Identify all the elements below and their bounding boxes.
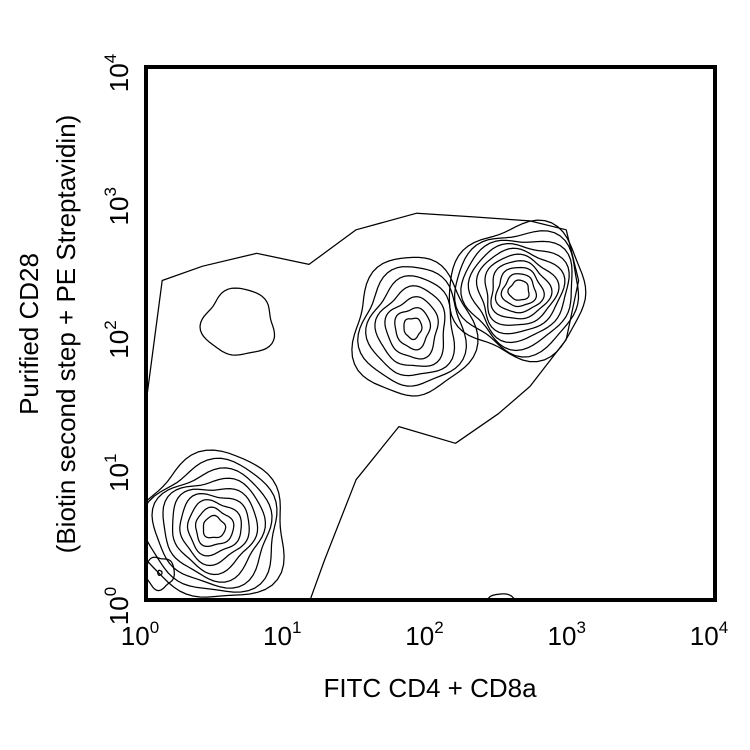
x-axis-ticks: 100 101 102 103 104 <box>121 618 728 651</box>
x-tick-label: 104 <box>690 618 728 651</box>
contour-line <box>494 266 545 314</box>
contour-line <box>484 253 560 326</box>
contour-line <box>351 256 479 397</box>
contour-line <box>199 287 276 356</box>
contour-line <box>487 593 517 600</box>
contour-line <box>394 307 432 351</box>
y-tick-label: 102 <box>101 320 134 358</box>
y-axis-ticks: 100 101 102 103 104 <box>101 54 134 625</box>
contour-line <box>448 219 587 363</box>
contour-line <box>475 247 566 335</box>
contour-line <box>146 212 580 600</box>
x-tick-label: 103 <box>548 618 586 651</box>
contour-lines <box>146 212 587 600</box>
plot-frame <box>144 65 717 602</box>
x-axis-title: FITC CD4 + CD8a <box>323 673 537 703</box>
contour-line <box>171 487 259 576</box>
contour-line <box>467 242 570 344</box>
contour-line <box>146 556 175 592</box>
y-axis-title-line2: (Biotin second step + PE Streptavidin) <box>51 115 81 554</box>
y-tick-label: 100 <box>101 587 134 625</box>
contour-line <box>202 514 227 539</box>
contour-line <box>365 275 456 377</box>
x-tick-label: 102 <box>405 618 443 651</box>
contour-line <box>374 285 446 367</box>
contour-line <box>157 569 163 577</box>
contour-line <box>179 492 250 567</box>
contour-line <box>186 499 242 557</box>
y-tick-label: 103 <box>101 187 134 225</box>
y-tick-label: 104 <box>101 54 134 92</box>
contour-line <box>146 457 278 593</box>
contour-line <box>490 260 553 320</box>
x-tick-label: 101 <box>263 618 301 651</box>
contour-line <box>194 506 235 548</box>
contour-line <box>507 279 530 301</box>
contour-line <box>453 230 580 358</box>
contour-line <box>151 467 273 589</box>
y-tick-label: 101 <box>101 454 134 492</box>
contour-line <box>460 239 573 352</box>
contour-line <box>500 273 538 308</box>
contour-line <box>357 266 468 387</box>
contour-line <box>403 317 423 341</box>
x-tick-label: 100 <box>121 618 159 651</box>
contour-line <box>146 449 285 598</box>
contour-line <box>162 477 267 583</box>
contour-line <box>384 296 439 360</box>
y-axis-title-line1: Purified CD28 <box>14 253 44 415</box>
